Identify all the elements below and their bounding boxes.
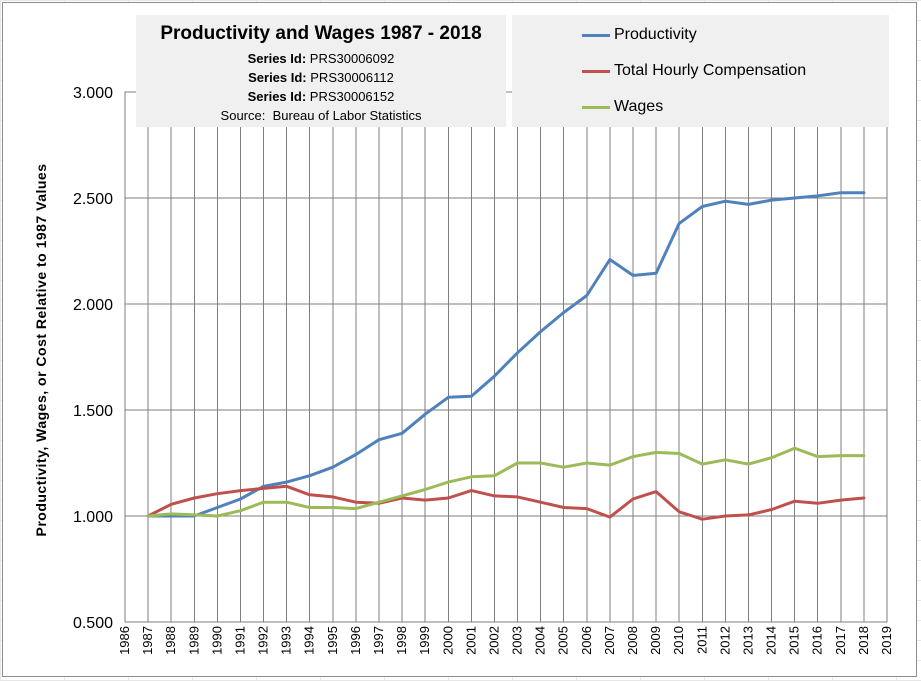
series-id-label: Series Id: xyxy=(248,70,307,85)
x-tick-label: 2019 xyxy=(879,626,894,655)
x-tick-label: 2000 xyxy=(440,626,455,655)
y-tick-label: 1.500 xyxy=(73,403,113,420)
plot-border xyxy=(124,91,888,623)
y-tick-label: 3.000 xyxy=(73,85,113,102)
legend-item-wages: Wages xyxy=(582,97,663,117)
x-tick-label: 1995 xyxy=(325,626,340,655)
x-tick-label: 2001 xyxy=(463,626,478,655)
series-id-value: PRS30006112 xyxy=(310,70,394,85)
x-tick-label: 1993 xyxy=(279,626,294,655)
x-tick-label: 1997 xyxy=(371,626,386,655)
y-tick-label: 1.000 xyxy=(73,509,113,526)
x-tick-label: 2008 xyxy=(625,626,640,655)
source-label: Source: xyxy=(220,108,266,123)
legend-swatch xyxy=(582,33,610,37)
x-tick-label: 2016 xyxy=(810,626,825,655)
x-tick-label: 2009 xyxy=(648,626,663,655)
y-tick-label: 2.500 xyxy=(73,191,113,208)
x-tick-label: 2015 xyxy=(787,626,802,655)
x-tick-label: 2002 xyxy=(486,626,501,655)
x-tick-label: 2018 xyxy=(856,626,871,655)
x-tick-label: 2006 xyxy=(579,626,594,655)
x-tick-label: 1998 xyxy=(394,626,409,655)
series-line-productivity xyxy=(146,191,866,518)
x-tick-label: 1990 xyxy=(209,626,224,655)
x-axis: 1986 1987 1988 1989 1990 1991 1992 1993 1994 1995… xyxy=(117,626,894,655)
x-tick-label: 1989 xyxy=(186,626,201,655)
series-id-label: Series Id: xyxy=(247,51,307,66)
series-id-value: PRS30006092 xyxy=(309,51,395,66)
chart-title: Productivity and Wages 1987 - 2018 xyxy=(160,23,482,44)
x-tick-label: 1992 xyxy=(256,626,271,655)
series-id-line: Series Id: PRS30006092 xyxy=(136,49,506,68)
series-id-label: Series Id: xyxy=(247,89,307,104)
x-tick-label: 1999 xyxy=(417,626,432,655)
x-tick-label: 2004 xyxy=(533,626,548,655)
legend-swatch xyxy=(582,105,610,109)
series-id-line: Series Id: PRS30006152 xyxy=(136,87,506,106)
y-tick-label: 2.000 xyxy=(73,297,113,314)
x-tick-label: 1987 xyxy=(140,626,155,655)
series-id-value: PRS30006152 xyxy=(309,89,395,104)
x-tick-label: 2017 xyxy=(833,626,848,655)
legend-label: Productivity xyxy=(614,26,697,43)
series-line-wages xyxy=(146,446,866,518)
x-tick-label: 2012 xyxy=(717,626,732,655)
x-tick-label: 2013 xyxy=(740,626,755,655)
x-tick-label: 2010 xyxy=(671,626,686,655)
source-line: Source: Bureau of Labor Statistics xyxy=(136,106,506,125)
gridlines xyxy=(124,91,888,623)
series-id-line: Series Id: PRS30006112 xyxy=(136,68,506,87)
x-tick-label: 2014 xyxy=(764,626,779,655)
x-tick-label: 2011 xyxy=(694,626,709,654)
chart-title-box: Productivity and Wages 1987 - 2018 Serie… xyxy=(136,15,506,127)
x-tick-label: 2005 xyxy=(556,626,571,655)
x-tick-label: 1996 xyxy=(348,626,363,655)
x-tick-label: 2003 xyxy=(510,626,525,655)
y-axis-label: Productivity, Wages, or Cost Relative to… xyxy=(33,163,49,537)
source-value: Bureau of Labor Statistics xyxy=(272,108,422,123)
x-tick-label: 1986 xyxy=(117,626,132,655)
x-tick-label: 1994 xyxy=(302,626,317,655)
y-axis: 0.500 1.000 1.500 2.000 2.500 3.000 xyxy=(73,85,113,632)
x-tick-label: 1991 xyxy=(232,626,247,655)
x-tick-label: 1988 xyxy=(163,626,178,655)
legend-item-productivity: Productivity xyxy=(582,25,697,45)
legend-swatch xyxy=(582,69,610,73)
legend-label: Total Hourly Compensation xyxy=(614,62,807,79)
legend-label: Wages xyxy=(614,98,664,115)
y-tick-label: 0.500 xyxy=(73,615,113,632)
legend: Productivity Total Hourly Compensation W… xyxy=(512,15,889,127)
x-tick-label: 2007 xyxy=(602,626,617,655)
series-lines xyxy=(146,191,866,521)
legend-item-compensation: Total Hourly Compensation xyxy=(582,61,806,81)
series-line-total-hourly-compensation xyxy=(146,484,866,521)
